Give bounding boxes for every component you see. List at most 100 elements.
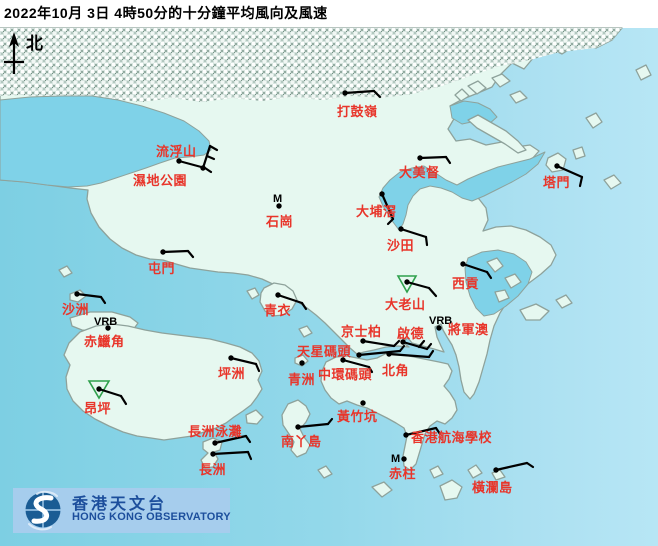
station-香港航海學校[interactable]: 香港航海學校 [403,426,493,445]
wind-barb [386,217,395,226]
hei-ling-chau-island [245,409,264,425]
double-haven-island [467,114,527,154]
station-沙田[interactable]: 沙田 [387,226,429,253]
station-label: 啟德 [397,326,424,341]
station-label: 大埔滘 [356,204,397,219]
station-石崗[interactable]: M 石崗 [265,193,293,229]
station-marker-m: M [391,453,400,465]
wind-barb [578,175,584,188]
wind-barb [404,426,438,437]
beaufort-island [371,481,393,498]
station-黃竹坑[interactable]: 黃竹坑 [336,400,378,424]
station-label: 香港航海學校 [410,430,493,445]
hko-logo [22,489,64,531]
wind-barb [372,89,382,99]
po-toi-islet [467,464,483,479]
station-赤柱[interactable]: M赤柱 [389,453,416,481]
station-大老山[interactable]: 大老山 [385,275,438,312]
station-dot [379,191,385,197]
station-啟德[interactable]: 啟德 [397,326,433,351]
station-橫瀾島[interactable]: 橫瀾島 [472,461,535,495]
po-toi-island [439,479,463,501]
ma-wan-island [246,287,260,300]
north-arrow: 北 [4,32,43,74]
station-大美督[interactable]: 大美督 [399,155,452,180]
hko-name-english: HONG KONG OBSERVATORY [72,511,231,523]
station-label: 赤柱 [389,466,416,481]
port-shelter [464,249,533,317]
station-dot [400,339,406,345]
port-shelter-islet-1 [486,257,504,273]
station-長洲[interactable]: 長洲 [199,450,253,477]
station-label: 赤鱲角 [84,334,125,349]
station-濕地公園[interactable]: 濕地公園 [133,144,219,188]
station-天星碼頭[interactable]: 天星碼頭 [297,344,406,359]
hko-logo-s-curve [31,495,54,524]
wind-barb [99,295,107,305]
station-label: 京士柏 [341,324,382,339]
crooked-island-4 [454,88,470,102]
station-青衣[interactable]: 青衣 [264,292,308,318]
station-label: 沙洲 [62,302,89,317]
wind-barb [186,249,195,259]
wind-barb [201,144,212,170]
wind-barb [300,301,308,311]
station-南丫島[interactable]: 南丫島 [281,417,334,449]
station-塔門[interactable]: 塔門 [543,163,584,190]
station-昂坪[interactable]: 昂坪 [84,380,128,416]
station-label: 長洲 [199,462,226,477]
station-京士柏[interactable]: 京士柏 [341,324,401,348]
station-label: 長洲泳灘 [188,424,242,439]
station-dot [360,400,366,406]
station-dot [105,325,111,331]
station-label: 昂坪 [84,401,111,416]
station-中環碼頭[interactable]: 中環碼頭 [318,357,374,382]
station-dot [386,351,392,357]
station-dot [228,355,234,361]
tolo-harbour [378,151,546,231]
wind-barb [405,280,431,290]
station-大埔滘[interactable]: 大埔滘 [356,191,397,226]
wind-barb [427,349,435,359]
stanley-rock [429,465,444,479]
station-label: 黃竹坑 [336,409,378,424]
wind-barb [205,154,216,161]
station-label: 打鼓嶺 [337,104,378,119]
wind-barb [361,339,396,348]
islands [58,64,652,501]
wind-barb [380,192,395,221]
wind-barb [357,349,402,357]
station-dot [299,360,305,366]
hko-logo-banner: 香港天文台 HONG KONG OBSERVATORY [13,488,231,533]
islet-east [603,174,622,190]
station-北角[interactable]: 北角 [382,349,435,378]
station-label: 中環碼頭 [318,367,373,382]
station-屯門[interactable]: 屯門 [148,249,195,276]
wind-barb [229,356,258,366]
urban-area [0,28,622,102]
station-長洲泳灘[interactable]: 長洲泳灘 [188,424,252,446]
station-label: 青洲 [288,372,315,387]
station-label: 沙田 [387,238,414,253]
wind-barb [425,342,433,351]
station-dot [360,338,366,344]
wind-barb [367,365,374,374]
wind-barb [427,286,438,298]
port-island [585,112,603,129]
station-西貢[interactable]: 西貢 [452,261,493,291]
wind-barb [208,144,219,152]
station-dot [200,165,206,171]
station-label: 流浮山 [156,144,197,159]
wind-barb [555,164,584,179]
station-marker-m: M [273,193,282,205]
station-label: 石崗 [265,214,293,229]
station-坪洲[interactable]: 坪洲 [218,355,261,381]
station-青洲[interactable]: 青洲 [288,360,315,387]
wind-barb [424,235,429,247]
station-赤鱲角[interactable]: VRB 赤鱲角 [84,316,125,349]
station-marker-vrb: VRB [94,316,117,328]
station-沙洲[interactable]: 沙洲 [62,291,107,317]
station-打鼓嶺[interactable]: 打鼓嶺 [337,89,382,119]
